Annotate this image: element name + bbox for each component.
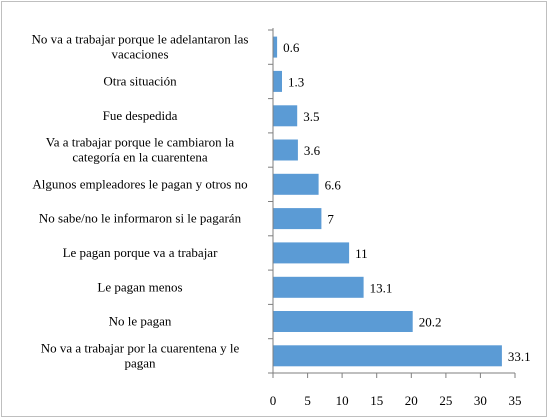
x-tick-label: 5	[304, 393, 311, 408]
data-label: 11	[355, 246, 368, 261]
x-tick-label: 15	[370, 393, 383, 408]
category-label-line: categoría en la cuarentena	[72, 150, 208, 165]
category-label: No va a trabajar porque le adelantaron l…	[32, 32, 249, 62]
bar	[273, 311, 413, 332]
data-label: 20.2	[419, 315, 442, 330]
bar	[273, 276, 364, 298]
category-label: Va a trabajar porque le cambiaron la cate…	[46, 135, 235, 165]
data-label: 1.3	[288, 74, 304, 89]
category-label-line: No le pagan	[109, 314, 172, 329]
bar	[273, 208, 322, 230]
category-label-line: vacaciones	[111, 47, 168, 62]
category-label-line: Algunos empleadores le pagan y otros no	[32, 176, 247, 191]
data-label: 0.6	[283, 40, 300, 55]
category-label-line: pagan	[124, 355, 156, 370]
x-tick-label: 30	[474, 393, 487, 408]
category-label-line: No va a trabajar por la cuarentena y le	[41, 340, 240, 355]
bar	[273, 242, 350, 264]
category-label: Fue despedida	[103, 108, 178, 123]
bar	[273, 105, 298, 127]
category-label: Otra situación	[103, 73, 177, 88]
x-tick-label: 10	[336, 393, 349, 408]
x-tick-label: 35	[509, 393, 522, 408]
bar	[273, 139, 298, 161]
category-label-line: Va a trabajar porque le cambiaron la	[46, 135, 235, 150]
bar	[273, 70, 282, 92]
category-label-line: Fue despedida	[103, 108, 178, 123]
category-label-line: Otra situación	[103, 73, 177, 88]
category-label-line: No va a trabajar porque le adelantaron l…	[32, 32, 249, 47]
x-tick-label: 25	[439, 393, 452, 408]
data-label: 33.1	[508, 349, 531, 364]
category-label-line: No sabe/no le informaron si le pagarán	[39, 211, 242, 226]
category-label: Algunos empleadores le pagan y otros no	[32, 176, 247, 191]
bar	[273, 345, 502, 367]
data-label: 7	[327, 212, 334, 227]
data-label: 6.6	[325, 177, 342, 192]
x-tick-label: 0	[270, 393, 277, 408]
category-label: No va a trabajar por la cuarentena y le p…	[41, 340, 240, 370]
category-label: Le pagan menos	[97, 279, 182, 294]
data-label: 3.6	[304, 143, 321, 158]
category-label: Le pagan porque va a trabajar	[63, 245, 219, 260]
category-label: No sabe/no le informaron si le pagarán	[39, 211, 242, 226]
bar	[273, 36, 278, 58]
category-label-line: Le pagan porque va a trabajar	[63, 245, 219, 260]
data-label: 13.1	[370, 280, 393, 295]
x-tick-label: 20	[405, 393, 418, 408]
bar	[273, 173, 319, 195]
category-label-line: Le pagan menos	[97, 279, 182, 294]
data-label: 3.5	[303, 109, 319, 124]
category-label: No le pagan	[109, 314, 172, 329]
